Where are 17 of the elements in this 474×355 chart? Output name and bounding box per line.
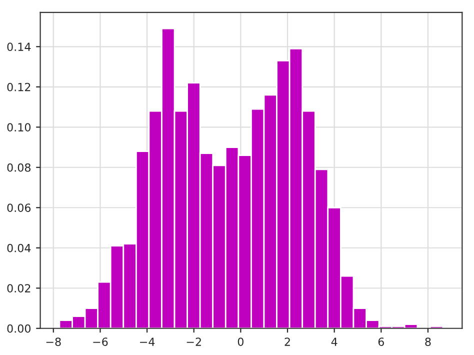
x-tick-label: −8 [46,338,61,346]
x-tick-label: 6 [378,338,384,346]
y-tick-label: 0.10 [7,123,31,132]
x-tick-label: 2 [284,338,290,346]
y-tick-label: 0.12 [7,82,30,92]
x-tick-label: −2 [186,338,201,346]
y-tick-label: 0.06 [7,204,31,212]
y-tick-label: 0.02 [7,284,30,293]
x-tick-label: 8 [425,338,431,346]
x-tick-label: 4 [331,338,338,346]
y-tick-label: 0.08 [7,163,30,172]
x-tick-label: 0 [238,338,244,346]
x-tick-label: −4 [140,338,155,346]
y-tick-label: 0.04 [7,244,31,252]
x-tick-label: −6 [93,338,108,346]
y-tick-label: 0.00 [7,324,31,333]
y-tick-label: 0.14 [7,42,31,52]
